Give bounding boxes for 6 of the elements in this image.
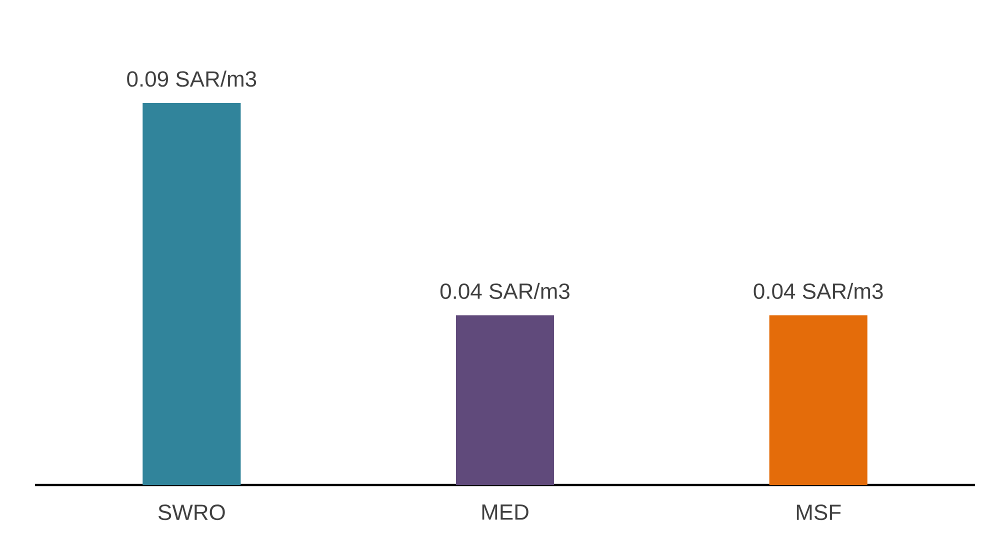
data-label: 0.04 SAR/m3 bbox=[440, 282, 570, 300]
data-label: 0.09 SAR/m3 bbox=[127, 70, 256, 87]
x-tick-label: MSF bbox=[796, 504, 841, 520]
data-label: 0.04 SAR/m3 bbox=[754, 282, 883, 300]
x-tick-label: MED bbox=[482, 504, 528, 520]
x-tick-label: SWRO bbox=[158, 504, 225, 520]
